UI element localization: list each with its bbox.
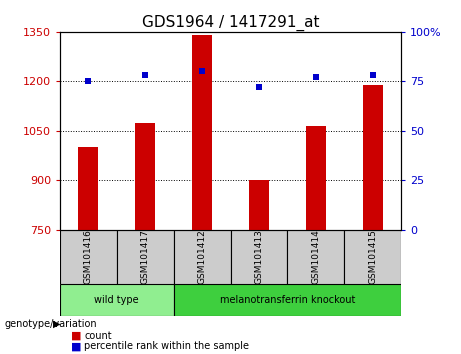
Point bbox=[85, 79, 92, 84]
Bar bbox=[78, 147, 98, 230]
Bar bbox=[174, 284, 401, 316]
Text: GSM101414: GSM101414 bbox=[311, 229, 320, 284]
Text: count: count bbox=[84, 331, 112, 341]
Text: ▶: ▶ bbox=[53, 319, 60, 329]
Bar bbox=[60, 284, 174, 316]
Text: ■: ■ bbox=[71, 341, 82, 351]
Bar bbox=[249, 181, 269, 230]
Text: GSM101413: GSM101413 bbox=[254, 229, 263, 284]
Text: GSM101412: GSM101412 bbox=[198, 229, 207, 284]
Text: GSM101416: GSM101416 bbox=[84, 229, 93, 284]
Bar bbox=[60, 230, 117, 284]
Text: wild type: wild type bbox=[95, 295, 139, 305]
Point bbox=[312, 75, 319, 80]
Bar bbox=[287, 230, 344, 284]
Text: GSM101417: GSM101417 bbox=[141, 229, 150, 284]
Bar bbox=[230, 230, 287, 284]
Text: percentile rank within the sample: percentile rank within the sample bbox=[84, 341, 249, 351]
Text: ■: ■ bbox=[71, 331, 82, 341]
Bar bbox=[344, 230, 401, 284]
Point bbox=[369, 73, 376, 78]
Text: GSM101415: GSM101415 bbox=[368, 229, 377, 284]
Text: genotype/variation: genotype/variation bbox=[5, 319, 97, 329]
Bar bbox=[174, 230, 230, 284]
Title: GDS1964 / 1417291_at: GDS1964 / 1417291_at bbox=[142, 14, 319, 30]
Point bbox=[198, 69, 206, 74]
Bar bbox=[117, 230, 174, 284]
Text: melanotransferrin knockout: melanotransferrin knockout bbox=[220, 295, 355, 305]
Bar bbox=[192, 35, 212, 230]
Bar bbox=[135, 122, 155, 230]
Bar bbox=[306, 126, 326, 230]
Bar bbox=[363, 85, 383, 230]
Point bbox=[255, 85, 263, 90]
Point bbox=[142, 73, 149, 78]
